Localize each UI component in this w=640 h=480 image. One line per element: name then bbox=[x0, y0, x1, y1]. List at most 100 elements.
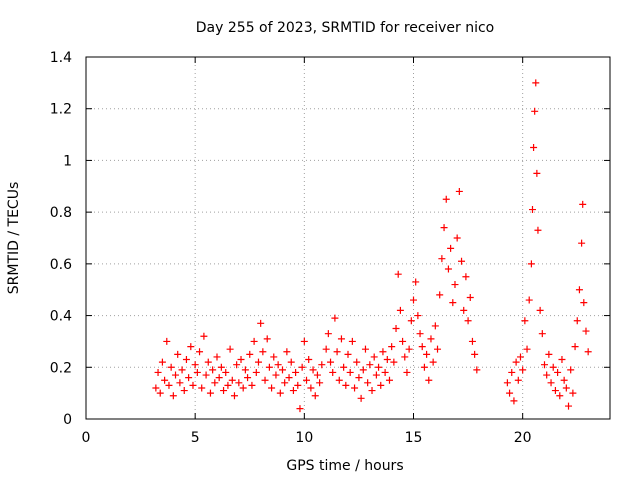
data-point bbox=[272, 371, 280, 379]
data-point bbox=[268, 384, 276, 392]
data-point bbox=[261, 376, 269, 384]
data-point bbox=[355, 374, 363, 382]
data-point bbox=[209, 366, 217, 374]
data-point bbox=[410, 296, 417, 304]
data-point bbox=[202, 371, 210, 379]
data-point bbox=[375, 363, 383, 371]
data-point bbox=[254, 358, 262, 366]
data-point bbox=[455, 187, 463, 195]
x-axis-label: GPS time / hours bbox=[286, 458, 403, 474]
data-point bbox=[289, 387, 297, 395]
data-point bbox=[196, 348, 204, 356]
data-point bbox=[206, 389, 214, 397]
data-point bbox=[471, 350, 479, 358]
data-point bbox=[420, 363, 428, 371]
chart-title: Day 255 of 2023, SRMTID for receiver nic… bbox=[196, 20, 494, 36]
data-point bbox=[536, 306, 544, 314]
data-point bbox=[547, 379, 555, 387]
data-point bbox=[348, 337, 356, 345]
data-point bbox=[385, 376, 393, 384]
data-point bbox=[527, 260, 535, 268]
data-point bbox=[519, 366, 527, 374]
data-point bbox=[562, 384, 570, 392]
data-point bbox=[425, 376, 433, 384]
data-point bbox=[396, 306, 404, 314]
data-point bbox=[156, 389, 164, 397]
data-point bbox=[370, 353, 378, 361]
data-point bbox=[560, 376, 568, 384]
x-tick-label: 15 bbox=[405, 430, 423, 446]
data-point bbox=[580, 299, 588, 307]
data-point bbox=[193, 368, 201, 376]
data-point bbox=[531, 107, 539, 115]
data-point bbox=[361, 345, 369, 353]
data-point bbox=[569, 389, 577, 397]
data-point bbox=[379, 348, 387, 356]
data-point bbox=[579, 200, 587, 208]
data-point bbox=[335, 376, 343, 384]
data-point bbox=[189, 381, 197, 389]
data-point bbox=[185, 374, 193, 382]
data-point bbox=[233, 361, 241, 369]
data-point bbox=[377, 381, 385, 389]
data-point bbox=[318, 361, 326, 369]
data-point bbox=[464, 317, 472, 325]
data-point bbox=[388, 343, 396, 351]
data-point bbox=[423, 350, 431, 358]
data-point bbox=[191, 361, 199, 369]
data-point bbox=[359, 366, 367, 374]
data-point bbox=[442, 195, 450, 203]
data-point bbox=[512, 358, 520, 366]
y-axis-label: SRMTID / TECUs bbox=[6, 182, 22, 295]
data-point bbox=[316, 379, 324, 387]
data-point bbox=[200, 332, 208, 340]
y-tick-label: 0.8 bbox=[50, 205, 72, 221]
data-point bbox=[372, 371, 380, 379]
data-point bbox=[237, 356, 245, 364]
data-point bbox=[241, 366, 249, 374]
data-point bbox=[309, 366, 317, 374]
data-point bbox=[279, 366, 286, 374]
data-point bbox=[514, 376, 522, 384]
data-point bbox=[248, 381, 256, 389]
data-point bbox=[551, 387, 559, 395]
data-point bbox=[176, 379, 184, 387]
data-point bbox=[154, 368, 162, 376]
data-point bbox=[270, 353, 278, 361]
x-axis: 0 5 10 15 20 bbox=[82, 57, 532, 446]
data-point bbox=[259, 348, 267, 356]
data-point bbox=[217, 363, 225, 371]
data-point bbox=[252, 368, 260, 376]
data-point bbox=[294, 381, 302, 389]
data-point bbox=[429, 358, 437, 366]
data-point bbox=[333, 348, 341, 356]
y-tick-label: 0.2 bbox=[50, 360, 72, 376]
data-point bbox=[351, 384, 359, 392]
data-point bbox=[167, 363, 175, 371]
data-point bbox=[556, 392, 564, 400]
data-point bbox=[510, 397, 518, 405]
data-point bbox=[573, 317, 581, 325]
data-point bbox=[431, 322, 439, 330]
data-point bbox=[322, 345, 330, 353]
data-point bbox=[246, 350, 254, 358]
data-point bbox=[311, 392, 319, 400]
data-point bbox=[226, 345, 234, 353]
data-point bbox=[516, 353, 524, 361]
data-point bbox=[250, 337, 258, 345]
data-point bbox=[438, 255, 446, 263]
data-point bbox=[506, 389, 514, 397]
data-point bbox=[567, 366, 575, 374]
data-point bbox=[158, 358, 166, 366]
data-point bbox=[337, 335, 345, 343]
data-point bbox=[298, 363, 306, 371]
data-point bbox=[303, 376, 311, 384]
data-point bbox=[307, 384, 315, 392]
data-point bbox=[187, 343, 195, 351]
data-point bbox=[281, 379, 289, 387]
data-point bbox=[346, 368, 354, 376]
data-point bbox=[152, 384, 160, 392]
data-point bbox=[407, 317, 415, 325]
data-point bbox=[287, 358, 295, 366]
x-tick-label: 20 bbox=[514, 430, 532, 446]
